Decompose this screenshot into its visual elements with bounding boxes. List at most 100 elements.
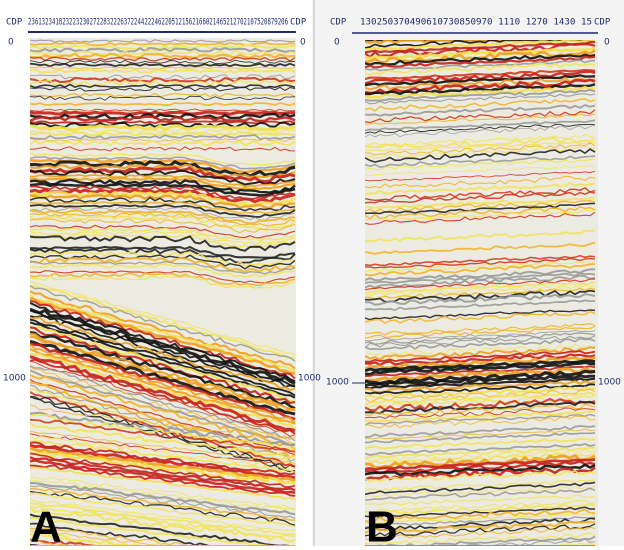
reflector [30,430,296,464]
reflector [30,52,296,60]
seismic-section-a [30,38,296,546]
reflector [365,463,596,477]
reflector [365,83,596,96]
reflector [30,365,296,442]
reflector [365,508,596,523]
reflector [365,241,596,255]
reflector [365,257,596,269]
reflector [30,174,296,188]
reflector [365,481,596,496]
reflector [30,443,296,480]
reflector [30,263,295,278]
panel-letter: B [366,503,398,546]
reflector [365,93,596,105]
reflector [365,148,596,163]
reflector [30,331,296,410]
reflector [365,187,596,202]
reflector [30,227,296,242]
reflector [30,254,296,270]
reflector [30,391,296,468]
reflector [365,516,596,528]
reflector [365,517,596,531]
reflector [365,485,596,498]
reflector [365,523,596,537]
reflector [30,343,296,424]
reflector [30,369,296,446]
reflector [365,62,596,76]
reflector [30,123,296,132]
reflector [365,170,596,182]
reflector [30,156,296,170]
reflector [365,506,595,518]
reflector [30,92,296,98]
reflector [30,159,296,178]
reflector [365,391,596,406]
reflector [365,425,596,439]
reflector [30,76,296,84]
reflector [365,42,596,59]
reflector [30,121,296,129]
reflector [365,206,596,220]
reflector [365,268,595,282]
reflector [365,123,596,134]
reflector [365,113,596,125]
reflector [365,229,596,243]
reflector [365,254,596,267]
reflector [365,181,596,196]
reflector [365,104,596,117]
reflector [365,361,596,377]
reflector [30,506,296,543]
reflector [30,293,296,373]
reflector [30,516,295,546]
reflector [30,476,296,509]
reflector [365,374,595,387]
reflector [365,46,596,60]
reflector [30,261,296,275]
reflector [30,318,296,397]
reflector [30,418,296,453]
reflector [30,492,296,528]
reflector [30,404,296,441]
reflector [30,102,296,107]
reflector [30,498,296,532]
reflector [30,251,296,267]
reflector [30,481,296,516]
reflector [30,433,296,468]
panel-letter: A [30,503,62,546]
reflector [30,347,296,425]
cdp-label: CDP [594,18,611,28]
reflector [365,346,596,361]
reflector [365,191,596,204]
reflector [365,175,596,189]
depth-label: 0 [300,38,306,48]
reflector [365,109,596,124]
cdp-label: CDP [6,18,23,28]
reflector [30,193,296,210]
reflector [365,197,596,209]
reflector [365,310,596,324]
reflector [30,464,296,497]
reflector [365,442,596,456]
depth-label: 1000 [598,378,621,388]
reflector [365,209,596,221]
reflector [30,131,296,137]
reflector [365,538,596,546]
reflector [30,166,296,184]
reflector [30,285,296,362]
reflector [30,440,296,474]
reflector [365,388,596,403]
reflector [365,499,596,513]
reflector [30,56,296,62]
reflector [30,206,296,221]
reflector [365,200,596,214]
reflector [30,284,296,360]
reflector [30,490,296,526]
reflector [30,531,295,546]
reflector [30,115,296,123]
reflector [30,339,296,416]
reflector [365,479,596,492]
reflector [30,201,296,215]
depth-label: 1000 [326,378,349,388]
reflector [365,386,596,399]
reflector [30,66,296,70]
